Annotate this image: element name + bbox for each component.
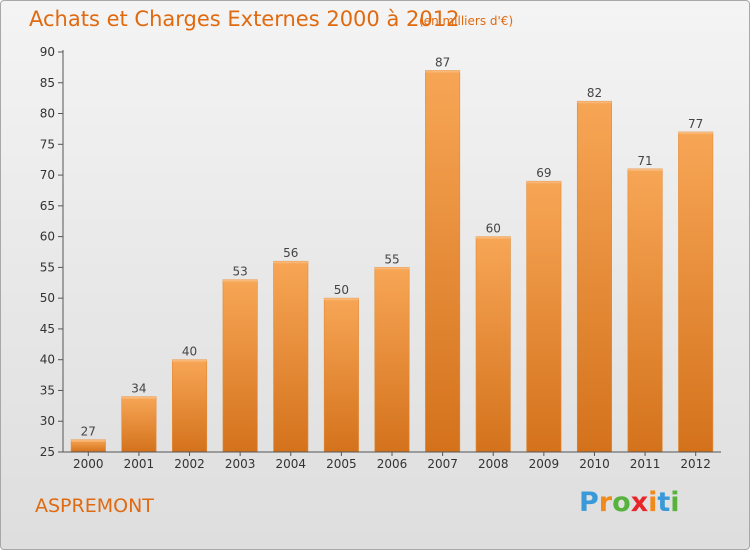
bars: 27 34 40 53 56 50 55 87 60 69 82 71 77 <box>70 55 714 453</box>
y-tick-label: 40 <box>40 353 55 367</box>
bar-top-highlight <box>71 439 106 442</box>
bar-top-highlight <box>374 267 410 270</box>
bar-value-label: 55 <box>384 252 399 266</box>
bar-top-highlight <box>222 279 258 282</box>
bar-2009 <box>526 180 562 453</box>
bar-value-label: 69 <box>536 166 551 180</box>
x-tick-label: 2005 <box>326 457 357 471</box>
logo-letter: i <box>670 487 680 518</box>
bar-2002 <box>172 359 208 453</box>
y-tick-label: 65 <box>40 199 55 213</box>
bar-2001 <box>121 396 157 453</box>
bar-top-highlight <box>172 359 207 362</box>
x-tick-label: 2008 <box>478 457 509 471</box>
logo-letter: x <box>630 487 649 518</box>
bar-2006 <box>374 267 410 453</box>
bar-value-label: 27 <box>81 425 96 439</box>
x-tick-label: 2004 <box>275 457 306 471</box>
x-tick-label: 2001 <box>124 457 155 471</box>
y-tick-label: 80 <box>40 107 55 121</box>
bar-2005 <box>323 297 359 453</box>
bar-top-highlight <box>678 132 713 134</box>
bar-value-label: 40 <box>182 345 197 359</box>
bar-value-label: 82 <box>587 86 602 100</box>
x-tick-label: 2000 <box>73 457 104 471</box>
x-tick-label: 2003 <box>225 457 256 471</box>
bar-value-label: 50 <box>334 283 349 297</box>
bar-2012 <box>678 131 714 453</box>
x-tick-label: 2011 <box>630 457 661 471</box>
x-tick-label: 2006 <box>377 457 408 471</box>
bar-2003 <box>222 279 258 453</box>
bar-top-highlight <box>627 168 663 171</box>
logo-letter: t <box>657 487 671 518</box>
logo-letter: i <box>648 487 658 518</box>
logo-letter: P <box>579 487 599 518</box>
bar-value-label: 56 <box>283 246 298 260</box>
x-tick-label: 2012 <box>680 457 711 471</box>
x-tick-label: 2009 <box>529 457 560 471</box>
chart-subtitle: (en milliers d'€) <box>419 14 514 28</box>
bar-2010 <box>576 100 612 453</box>
logo-letter: r <box>598 487 613 518</box>
bar-value-label: 60 <box>486 222 501 236</box>
chart-title: Achats et Charges Externes 2000 à 2012 <box>29 7 460 31</box>
y-tick-label: 70 <box>40 168 55 182</box>
y-tick-label: 35 <box>40 383 55 397</box>
bar-2004 <box>273 260 309 453</box>
bar-top-highlight <box>476 236 511 239</box>
x-tick-label: 2002 <box>174 457 205 471</box>
bar-2008 <box>475 236 511 453</box>
y-axis: 25 30 35 40 45 50 55 60 65 70 75 80 85 90 <box>40 45 64 459</box>
y-tick-label: 50 <box>40 291 55 305</box>
x-tick-label: 2007 <box>427 457 458 471</box>
bar-value-label: 71 <box>637 154 652 168</box>
bar-value-label: 53 <box>233 265 248 279</box>
bar-top-highlight <box>324 298 359 301</box>
bar-value-label: 87 <box>435 55 450 69</box>
bar-top-highlight <box>273 261 308 264</box>
bar-top-highlight <box>526 181 562 184</box>
x-tick-label: 2010 <box>579 457 610 471</box>
y-tick-label: 90 <box>40 45 55 59</box>
y-tick-label: 85 <box>40 76 55 90</box>
commune-name: ASPREMONT <box>35 495 154 517</box>
proxiti-logo[interactable]: Proxiti <box>579 487 680 518</box>
y-tick-label: 60 <box>40 230 55 244</box>
y-tick-label: 30 <box>40 414 55 428</box>
bar-top-highlight <box>577 101 612 104</box>
y-tick-label: 55 <box>40 260 55 274</box>
bar-value-label: 34 <box>131 382 146 396</box>
y-tick-label: 45 <box>40 322 55 336</box>
bar-value-label: 77 <box>688 117 703 131</box>
bar-top-highlight <box>121 396 157 399</box>
bar-2007 <box>425 70 461 453</box>
y-tick-label: 25 <box>40 445 55 459</box>
bar-top-highlight <box>425 70 460 73</box>
y-tick-label: 75 <box>40 137 55 151</box>
x-axis: 2000 2001 2002 2003 2004 2005 2006 2007 2008 2009… <box>63 451 721 471</box>
bar-2011 <box>627 168 663 453</box>
logo-letter: o <box>612 487 631 518</box>
